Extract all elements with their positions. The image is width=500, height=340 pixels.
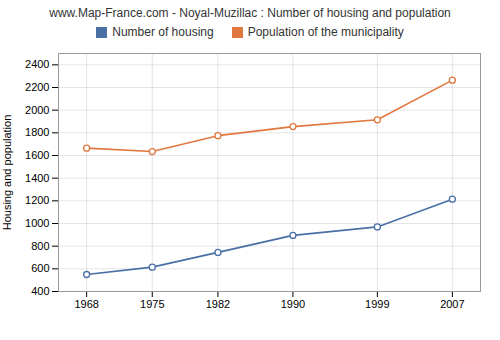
svg-text:1968: 1968 — [74, 298, 98, 310]
html-text:Number of housing: Number of housing — [112, 25, 214, 39]
svg-text:1982: 1982 — [206, 298, 230, 310]
svg-text:600: 600 — [31, 262, 49, 274]
html-text:www.Map-France.com - Noyal-Muz: www.Map-France.com - Noyal-Muzillac : Nu… — [49, 6, 451, 20]
svg-text:1600: 1600 — [25, 149, 49, 161]
svg-text:400: 400 — [31, 285, 49, 297]
svg-text:800: 800 — [31, 240, 49, 252]
svg-text:1200: 1200 — [25, 194, 49, 206]
svg-text:2400: 2400 — [25, 58, 49, 70]
svg-text:1800: 1800 — [25, 126, 49, 138]
svg-text:Housing and population: Housing and population — [1, 115, 13, 231]
svg-text:2200: 2200 — [25, 81, 49, 93]
svg-text:1999: 1999 — [365, 298, 389, 310]
svg-text:1990: 1990 — [281, 298, 305, 310]
svg-text:2000: 2000 — [25, 104, 49, 116]
svg-text:2007: 2007 — [440, 298, 464, 310]
html-text:Population of the municipality: Population of the municipality — [247, 25, 404, 39]
svg-text:1000: 1000 — [25, 217, 49, 229]
svg-text:1400: 1400 — [25, 172, 49, 184]
svg-text:1975: 1975 — [140, 298, 164, 310]
